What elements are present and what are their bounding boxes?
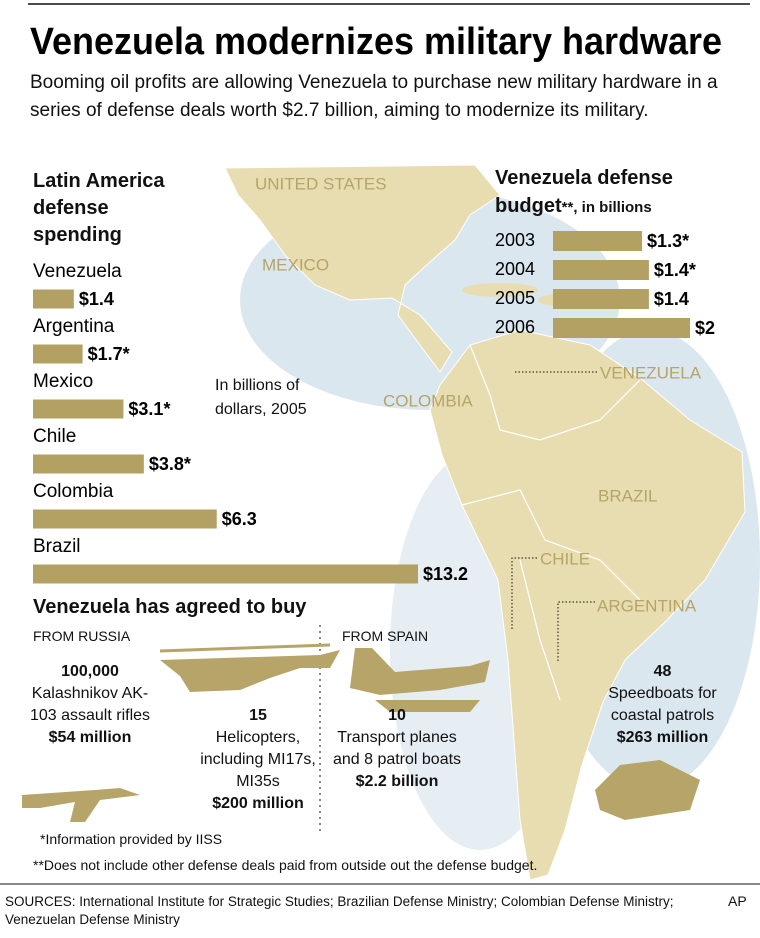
- price: $2.2 billion: [355, 773, 439, 790]
- quantity: 10: [388, 707, 406, 724]
- map-label: COLOMBIA: [383, 391, 473, 410]
- value-label: $3.8*: [149, 454, 191, 474]
- chart-title-block: Venezuela defense budget**, in billions: [495, 165, 755, 221]
- price: $263 million: [616, 729, 709, 746]
- chart-title: Latin America defense spending: [33, 170, 165, 246]
- chart-note: In billions of dollars, 2005: [215, 377, 307, 418]
- description: Speedboats for coastal patrols: [608, 685, 717, 724]
- category-label: Venezuela: [33, 261, 122, 282]
- category-label: 2003: [495, 230, 535, 250]
- map-label: UNITED STATES: [255, 174, 387, 193]
- category-label: 2005: [495, 288, 535, 308]
- purchases-title: Venezuela has agreed to buy: [33, 596, 307, 618]
- purchase-source: FROM SPAIN: [342, 628, 429, 644]
- category-label: Argentina: [33, 316, 115, 337]
- map-label: VENEZUELA: [600, 363, 702, 382]
- price: $200 million: [212, 795, 304, 812]
- chart-title: Venezuela defense budget: [495, 167, 673, 217]
- quantity: 15: [249, 707, 267, 724]
- category-label: 2004: [495, 259, 535, 279]
- icons: [22, 643, 700, 822]
- value-label: $1.4: [79, 289, 114, 309]
- description: Helicopters, including MI17s, MI35s: [200, 729, 316, 790]
- value-label: $1.4*: [654, 260, 696, 280]
- purchase-item: 10 Transport planes and 8 patrol boats $2.…: [332, 705, 462, 793]
- map-label: ARGENTINA: [597, 596, 697, 615]
- bar: [33, 454, 144, 474]
- sources: SOURCES: International Institute for Str…: [5, 894, 674, 927]
- value-label: $1.4: [654, 289, 689, 309]
- map-label: MEXICO: [262, 255, 329, 274]
- category-label: Mexico: [33, 371, 93, 392]
- footnote: **Does not include other defense deals p…: [33, 857, 538, 873]
- purchase-item: 100,000 Kalashnikov AK-103 assault rifles…: [25, 661, 155, 749]
- title: Venezuela modernizes military hardware: [30, 21, 722, 63]
- category-label: Colombia: [33, 481, 114, 502]
- purchase-item: 15 Helicopters, including MI17s, MI35s $20…: [188, 705, 328, 815]
- value-label: $2: [695, 318, 715, 338]
- bar: [33, 289, 74, 309]
- map-label: BRAZIL: [598, 486, 658, 505]
- category-label: Brazil: [33, 536, 81, 557]
- map-label: CHILE: [540, 549, 590, 568]
- bar: [553, 318, 690, 338]
- value-label: $1.3*: [647, 231, 689, 251]
- purchase-item: 48 Speedboats for coastal patrols $263 mil…: [590, 661, 735, 749]
- credit: AP: [728, 893, 747, 909]
- bar: [33, 564, 418, 584]
- purchase-source: FROM RUSSIA: [33, 628, 131, 644]
- quantity: 48: [653, 663, 672, 680]
- value-label: $13.2: [423, 564, 468, 584]
- description: Transport planes and 8 patrol boats: [332, 729, 462, 768]
- bar: [553, 260, 649, 280]
- bar: [33, 509, 217, 529]
- value-label: $6.3: [222, 509, 257, 529]
- category-label: 2006: [495, 317, 535, 337]
- bar: [33, 399, 124, 419]
- quantity: 100,000: [61, 663, 119, 680]
- description: Kalashnikov AK-103 assault rifles: [29, 685, 151, 724]
- chart-title-suffix: **, in billions: [561, 199, 652, 216]
- footnote: *Information provided by IISS: [40, 831, 223, 847]
- bar: [553, 231, 643, 251]
- bar: [553, 289, 649, 309]
- value-label: $3.1*: [128, 399, 170, 419]
- price: $54 million: [48, 729, 132, 746]
- value-label: $1.7*: [88, 344, 130, 364]
- bar: [33, 344, 83, 364]
- category-label: Chile: [33, 426, 76, 447]
- subtitle: Booming oil profits are allowing Venezue…: [30, 72, 718, 121]
- map: [224, 164, 760, 881]
